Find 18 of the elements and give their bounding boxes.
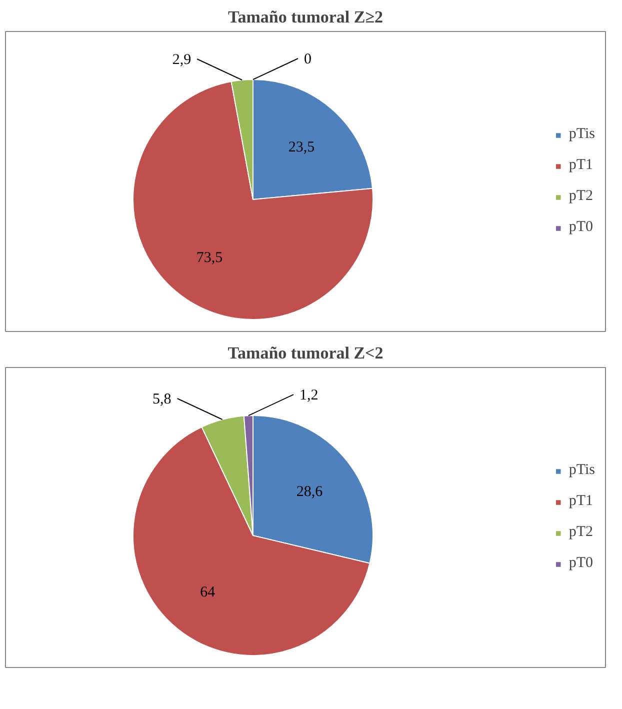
legend-label: pT0 — [568, 555, 594, 572]
chart-title: Tamaño tumoral Z<2 — [228, 344, 384, 362]
legend-label: pTis — [568, 126, 595, 143]
legend-label: pT2 — [568, 524, 594, 541]
data-label: 1,2 — [299, 388, 318, 404]
data-label: 28,6 — [296, 484, 324, 500]
legend-label: pTis — [568, 462, 595, 479]
chart-title: Tamaño tumoral Z≥2 — [228, 8, 384, 26]
legend-label: pT0 — [568, 219, 594, 236]
data-label: 2,9 — [172, 52, 192, 68]
data-label: 73,5 — [196, 250, 223, 266]
legend-label: pT2 — [568, 188, 594, 205]
legend-label: pT1 — [568, 157, 594, 174]
text: 0 — [304, 52, 312, 68]
data-label: 5,8 — [152, 391, 172, 408]
data-label: 23,5 — [288, 139, 315, 156]
legend-label: pT1 — [568, 493, 594, 510]
data-label: 64 — [200, 584, 216, 600]
